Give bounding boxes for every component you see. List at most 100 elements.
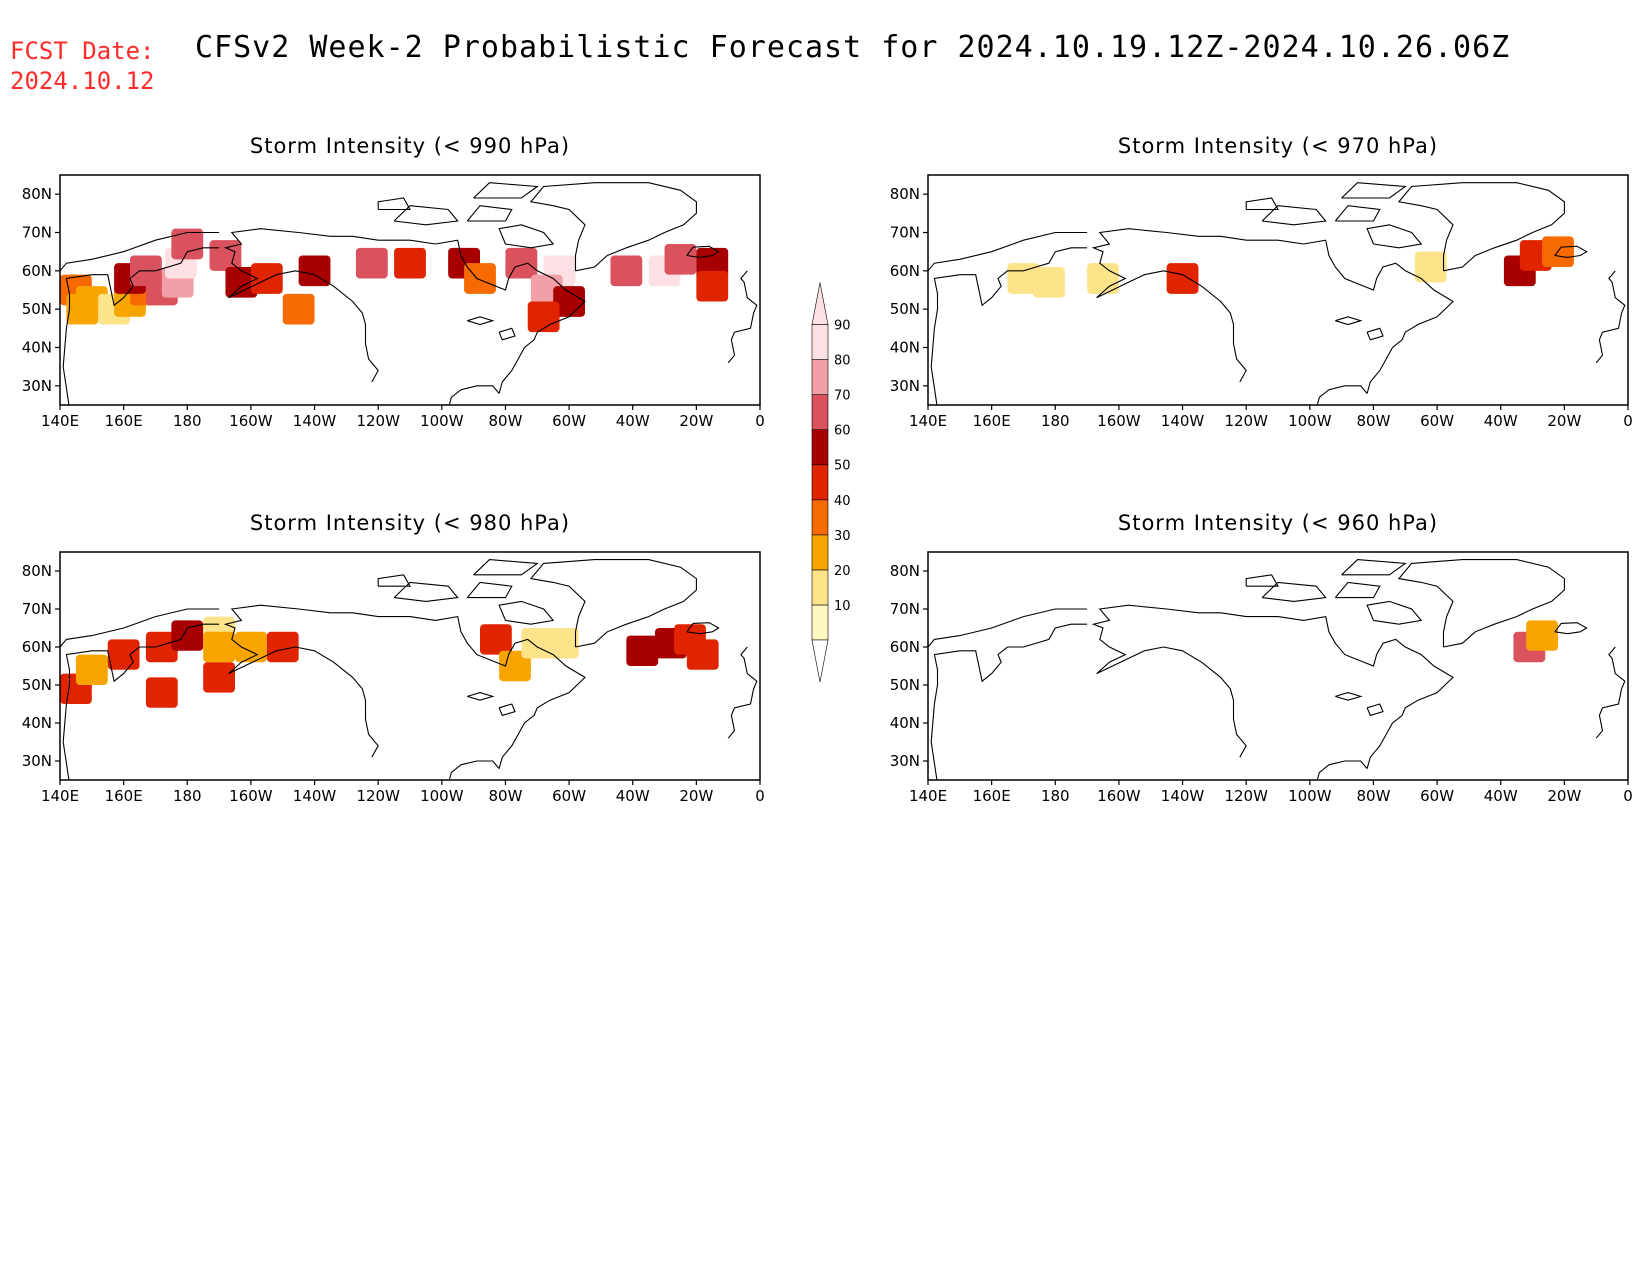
coastline — [498, 224, 555, 249]
probability-cell — [282, 293, 315, 325]
coastline — [1334, 581, 1381, 599]
coastline — [448, 385, 500, 405]
coastline — [466, 581, 513, 599]
coastline — [377, 574, 411, 587]
coastline — [223, 604, 586, 769]
lon-label: 180 — [1041, 787, 1070, 805]
lon-label: 120W — [1224, 787, 1268, 805]
map-panel: Storm Intensity (< 990 hPa) 80N 70N 60N 50N 4… — [22, 134, 765, 430]
lon-label: 180 — [173, 787, 202, 805]
lon-label: 60W — [1420, 787, 1454, 805]
coastline — [1554, 245, 1588, 258]
lon-label: 120W — [356, 787, 400, 805]
main-title: CFSv2 Week-2 Probabilistic Forecast for … — [195, 30, 1511, 65]
colorbar-swatch — [811, 359, 829, 395]
coastline — [727, 270, 758, 364]
colorbar-label: 90 — [834, 319, 851, 334]
coastline — [930, 247, 1088, 405]
colorbar-label: 70 — [834, 389, 851, 404]
map-panel: Storm Intensity (< 960 hPa) 80N 70N 60N 50N 4… — [890, 511, 1633, 805]
colorbar-swatch — [811, 499, 829, 536]
fcst-date-caption: FCST Date: — [10, 37, 155, 65]
colorbar-label: 50 — [834, 459, 851, 474]
probability-cell — [266, 631, 299, 663]
panel-title: Storm Intensity (< 960 hPa) — [1118, 511, 1438, 535]
coastline — [1341, 559, 1407, 576]
coastline — [498, 327, 516, 341]
coastline — [1245, 197, 1279, 211]
probability-cell — [505, 247, 538, 279]
lon-label: 60W — [552, 787, 586, 805]
map-frame — [59, 174, 761, 406]
probability-shading — [60, 616, 719, 708]
lat-label: 30N — [22, 752, 52, 770]
lon-label: 160E — [105, 412, 143, 430]
coastlines — [928, 559, 1626, 780]
lat-label: 60N — [22, 638, 52, 656]
probability-cell — [250, 263, 283, 294]
lon-label: 140E — [41, 787, 79, 805]
lon-label: 140W — [1161, 787, 1205, 805]
map-panel: Storm Intensity (< 980 hPa) 80N 70N 60N 50N 4… — [22, 511, 765, 805]
probability-cell — [171, 228, 204, 260]
panel-title: Storm Intensity (< 970 hPa) — [1118, 134, 1438, 158]
probability-cell — [75, 654, 108, 685]
coastline — [1397, 182, 1565, 272]
coastline — [1261, 581, 1327, 602]
lon-label: 60W — [1420, 412, 1454, 430]
coastline — [1091, 604, 1454, 769]
lon-label: 100W — [1288, 412, 1332, 430]
coastline — [930, 623, 1088, 780]
lon-label: 80W — [1356, 787, 1390, 805]
lon-label: 160E — [973, 412, 1011, 430]
colorbar-bottom-arrow — [811, 639, 829, 683]
lon-label: 40W — [616, 412, 650, 430]
forecast-date-label: FCST Date: 2024.10.12 — [10, 36, 155, 96]
coastline — [1335, 316, 1363, 326]
probability-cell — [480, 624, 512, 655]
coastline — [928, 231, 1088, 272]
lat-label: 50N — [890, 676, 920, 694]
coastlines — [60, 559, 758, 780]
probability-cell — [1526, 620, 1558, 651]
probability-cell — [664, 244, 697, 275]
lon-label: 20W — [679, 787, 713, 805]
lat-label: 50N — [890, 300, 920, 318]
coastline — [498, 703, 516, 717]
lat-label: 80N — [890, 185, 920, 203]
lon-label: 120W — [356, 412, 400, 430]
coastline — [1366, 327, 1384, 341]
lon-label: 180 — [173, 412, 202, 430]
panel-title: Storm Intensity (< 980 hPa) — [250, 511, 570, 535]
probability-cell — [546, 628, 579, 659]
probability-cell — [1033, 267, 1065, 298]
lat-label: 30N — [890, 377, 920, 395]
panel-title: Storm Intensity (< 990 hPa) — [250, 134, 570, 158]
probability-cell — [696, 270, 729, 302]
coastline — [1334, 205, 1381, 222]
lat-label: 50N — [22, 676, 52, 694]
lon-label: 160W — [229, 412, 273, 430]
coastline — [60, 231, 220, 272]
lat-label: 80N — [22, 185, 52, 203]
probability-colorbar: 10 20 30 40 50 60 70 80 90 — [811, 282, 851, 683]
coastline — [466, 205, 513, 222]
lon-label: 140E — [41, 412, 79, 430]
coastline — [1245, 574, 1279, 587]
lon-label: 80W — [488, 787, 522, 805]
coastline — [727, 646, 758, 739]
colorbar-label: 80 — [834, 354, 851, 369]
lat-label: 80N — [22, 562, 52, 580]
lon-label: 100W — [420, 412, 464, 430]
lat-label: 40N — [22, 714, 52, 732]
probability-cell — [171, 620, 204, 651]
coastline — [686, 245, 720, 258]
coastline — [377, 197, 411, 211]
lon-label: 0 — [755, 412, 765, 430]
colorbar-swatch — [811, 429, 829, 466]
coastline — [393, 205, 459, 226]
lat-label: 40N — [22, 339, 52, 357]
lat-label: 70N — [890, 600, 920, 618]
probability-cell — [203, 662, 235, 693]
lon-label: 60W — [552, 412, 586, 430]
